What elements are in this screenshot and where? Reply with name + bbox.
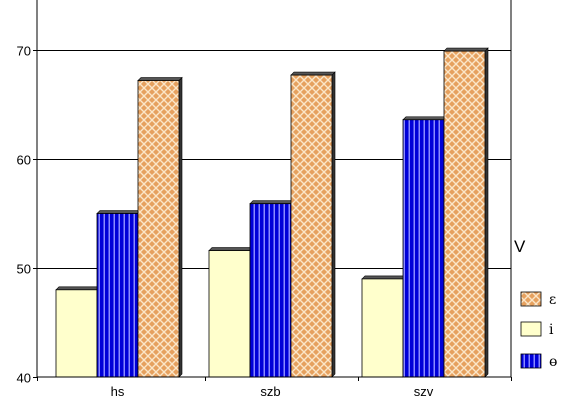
- legend-title: V: [514, 237, 526, 256]
- legend-swatch: [520, 291, 542, 307]
- y-tick-label: 60: [17, 153, 31, 168]
- bar-top: [402, 116, 448, 121]
- legend-label: i: [549, 322, 554, 338]
- bar-top: [443, 47, 489, 52]
- bar-top: [55, 286, 101, 291]
- x-tick-labels: hs szb szv: [37, 377, 512, 399]
- bar-top: [361, 275, 407, 280]
- bar-hs-0: [55, 289, 98, 378]
- legend-label: ɛ: [549, 292, 556, 308]
- legend-swatch: [520, 353, 542, 369]
- y-tick-label: 50: [17, 262, 31, 277]
- x-tick-label: szv: [414, 384, 434, 399]
- bar-top: [249, 200, 295, 204]
- legend: V ɛiө: [514, 237, 557, 370]
- y-tick-label: 40: [17, 371, 31, 386]
- bar-side: [331, 71, 336, 378]
- bar-szb-2: [290, 74, 333, 378]
- bar-top: [290, 71, 336, 76]
- bar-hs-2: [137, 80, 180, 378]
- y-ticks: 40 50 60 70: [17, 44, 37, 386]
- bar-top: [137, 77, 183, 81]
- bar-szb-1: [249, 203, 292, 378]
- bars: [55, 47, 489, 378]
- bar-szv-2: [443, 50, 486, 378]
- x-tick-label: szb: [260, 384, 280, 399]
- bar-hs-1: [96, 213, 139, 378]
- bar-szv-1: [402, 119, 445, 378]
- bar-szv-0: [361, 278, 404, 378]
- legend-swatch: [520, 321, 542, 337]
- bar-top: [208, 247, 254, 251]
- bar-side: [178, 76, 183, 378]
- bar-szb-0: [208, 250, 251, 378]
- y-tick-label: 70: [17, 44, 31, 59]
- axes: [36, 0, 512, 378]
- bar-side: [484, 47, 489, 378]
- bar-top: [96, 210, 142, 214]
- legend-label: ө: [549, 354, 557, 370]
- x-tick-label: hs: [111, 384, 125, 399]
